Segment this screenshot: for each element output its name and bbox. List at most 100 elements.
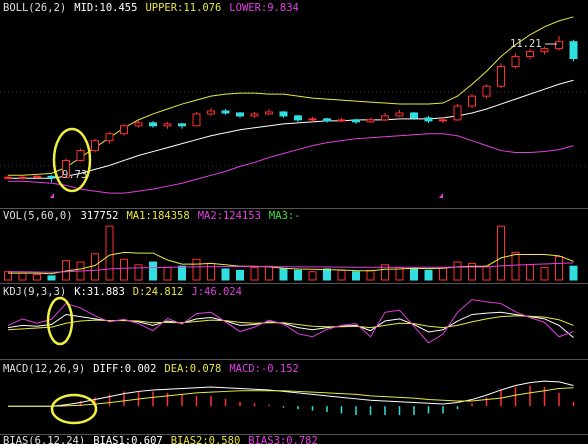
- header-label: BIAS2:0.580: [171, 435, 241, 444]
- header-label: MID:10.455: [74, 2, 137, 14]
- volume-bar: [18, 272, 27, 281]
- candle-body: [134, 122, 143, 127]
- volume-bar: [366, 269, 375, 281]
- candle-body: [482, 85, 491, 97]
- candle-body: [105, 133, 114, 142]
- volume-bar: [439, 267, 447, 281]
- header-label: UPPER:11.076: [145, 2, 221, 14]
- candle-body: [120, 125, 128, 135]
- volume-bar: [511, 251, 520, 281]
- candle-body: [453, 105, 462, 121]
- candle-body: [47, 175, 56, 178]
- volume-bar: [105, 225, 114, 281]
- candle-body: [308, 118, 317, 121]
- candle-body: [62, 159, 70, 178]
- header-label: LOWER:9.834: [229, 2, 299, 14]
- volume-bar: [134, 264, 143, 281]
- annotation: 9.73: [62, 169, 87, 181]
- indicator-line: [8, 380, 574, 407]
- volume-bar: [453, 261, 462, 281]
- volume-bar: [482, 265, 491, 281]
- header-label: BIAS(6,12,24): [3, 435, 85, 444]
- candle-body: [526, 51, 534, 58]
- marker: [50, 193, 54, 198]
- highlight-ellipse: [52, 127, 92, 193]
- volume-bar: [163, 267, 172, 281]
- candle-body: [18, 176, 27, 179]
- candle-body: [497, 65, 505, 87]
- volume-bar: [236, 269, 244, 281]
- header-label: MA1:184358: [126, 210, 189, 222]
- candle-body: [540, 48, 549, 53]
- candle-body: [410, 112, 418, 119]
- candle-body: [33, 175, 41, 178]
- candle-body: [337, 119, 346, 122]
- volume-bar: [569, 265, 578, 281]
- volume-bar: [308, 271, 317, 281]
- header-label: J:46.024: [191, 286, 242, 298]
- volume-bar: [381, 264, 389, 281]
- volume-bar: [207, 262, 215, 281]
- header-label: KDJ(9,3,3): [3, 286, 66, 298]
- indicator-line: [7, 315, 574, 331]
- candle-body: [511, 56, 520, 67]
- volume-bar: [555, 256, 563, 281]
- candle-body: [91, 140, 99, 152]
- indicator-line: [8, 133, 574, 194]
- indicator-line: [8, 251, 574, 275]
- candle-body: [366, 119, 375, 123]
- highlight-ellipse: [46, 296, 74, 346]
- candle-body: [439, 119, 447, 122]
- candle-body: [149, 122, 157, 127]
- marker: [439, 193, 443, 198]
- volume-bar: [337, 269, 346, 281]
- volume-bar: [410, 268, 418, 281]
- volume-bar: [91, 253, 99, 281]
- candle-body: [279, 111, 288, 117]
- candle-body: [178, 123, 186, 127]
- header-label: MACD(12,26,9): [3, 363, 85, 375]
- indicator-line: [8, 16, 574, 176]
- volume-bar: [120, 258, 128, 281]
- candle-body: [265, 111, 273, 115]
- volume-bar: [250, 267, 259, 281]
- candle-body: [555, 41, 563, 50]
- header-label: MA2:124153: [198, 210, 261, 222]
- candle-body: [569, 41, 578, 60]
- header-label: K:31.883: [74, 286, 125, 298]
- header-label: DIFF:0.002: [93, 363, 156, 375]
- candle-body: [352, 119, 360, 123]
- candle-body: [207, 110, 215, 115]
- candle-body: [424, 117, 433, 122]
- volume-bar: [323, 268, 331, 281]
- header-label: D:24.812: [133, 286, 184, 298]
- candle-body: [294, 115, 302, 121]
- candle-body: [76, 150, 85, 161]
- volume-bar: [47, 275, 56, 281]
- header-label: BIAS1:0.607: [93, 435, 163, 444]
- candle-body: [250, 113, 259, 117]
- volume-bar: [279, 268, 288, 281]
- volume-bar: [265, 265, 273, 281]
- candle-body: [395, 112, 404, 117]
- header-label: MACD:-0.152: [229, 363, 299, 375]
- header-label: BOLL(26,2): [3, 2, 66, 14]
- volume-bar: [468, 262, 476, 281]
- candle-body: [468, 95, 476, 107]
- header-label: VOL(5,60,0): [3, 210, 73, 222]
- candle-body: [4, 176, 12, 179]
- volume-bar: [149, 261, 157, 281]
- highlight-ellipse: [50, 393, 98, 425]
- volume-bar: [221, 268, 230, 281]
- indicator-line: [8, 262, 574, 273]
- volume-bar: [192, 258, 201, 281]
- volume-bar: [497, 225, 505, 281]
- panel-borders: [0, 208, 588, 435]
- candle-body: [381, 115, 389, 121]
- volume-bar: [178, 265, 186, 281]
- candle-body: [192, 113, 201, 127]
- header-label: DEA:0.078: [164, 363, 221, 375]
